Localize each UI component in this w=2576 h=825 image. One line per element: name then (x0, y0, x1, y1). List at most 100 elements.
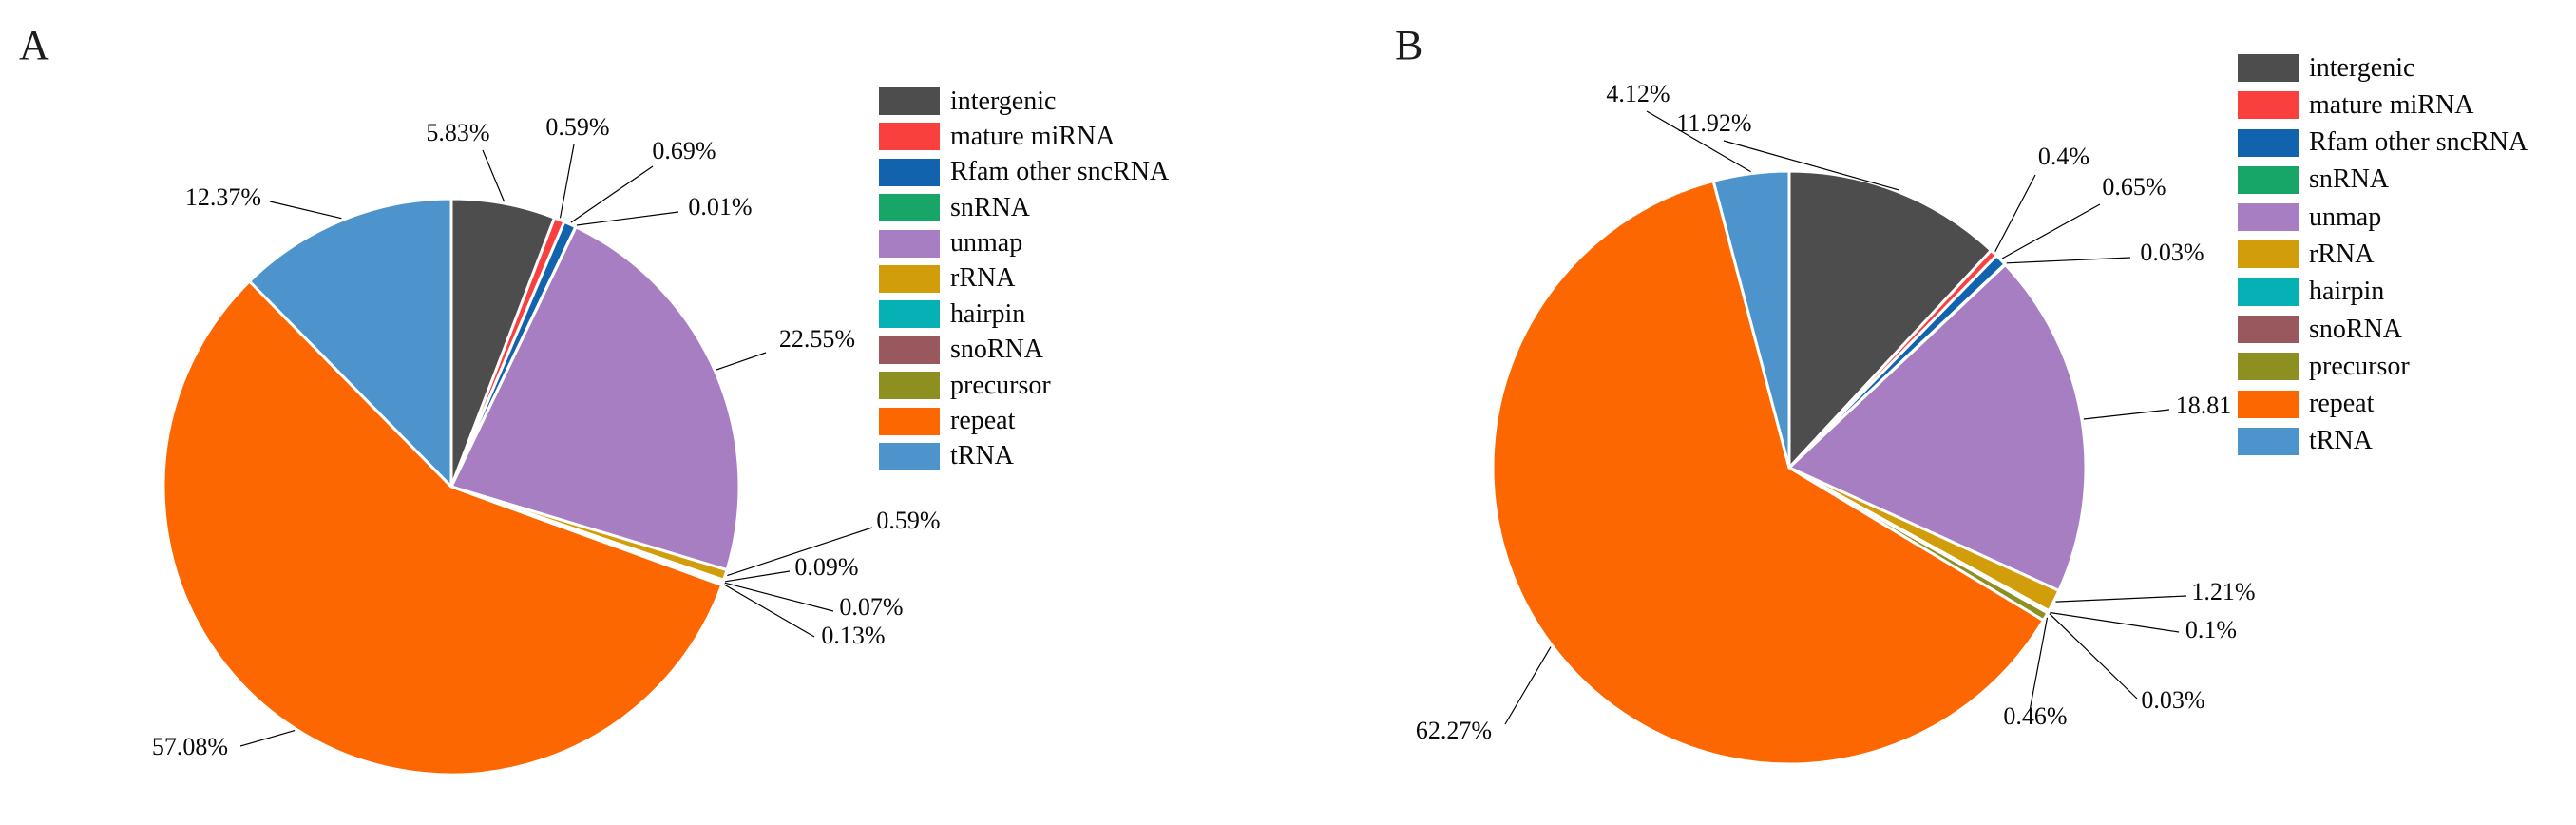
legend-label: repeat (2309, 389, 2375, 419)
pie-a-slice-unmap (449, 225, 741, 572)
legend-swatch-rfam-other-sncrna (879, 158, 940, 186)
legend-item-repeat: repeat (2238, 389, 2528, 419)
pie-b-value-label-snorna: 0.03% (2141, 686, 2204, 714)
pie-b-value-label-rrna: 1.21% (2191, 578, 2255, 605)
legend-item-snorna: snoRNA (2238, 314, 2528, 344)
legend-swatch-precursor (879, 372, 940, 400)
pie-a-leader-precursor (723, 584, 815, 638)
panel-label-a: A (19, 22, 49, 68)
pie-a-value-label-snrna: 0.01% (688, 193, 752, 221)
legend-label: hairpin (950, 298, 1026, 329)
pie-a-leader-snorna (724, 582, 834, 612)
legend-label: rRNA (950, 263, 1016, 294)
pie-b-leader-snorna (2049, 613, 2138, 700)
pie-b-value-label-mature-mirna: 0.4% (2038, 143, 2089, 170)
legend-item-trna: tRNA (879, 441, 1169, 471)
pie-a-value-label-snorna: 0.07% (839, 593, 903, 621)
legend-item-rrna: rRNA (2238, 239, 2528, 269)
legend-swatch-rrna (879, 264, 940, 293)
pie-b-slice-trna (1711, 169, 1791, 470)
legend-panel-a: intergenic mature miRNA Rfam other sncRNA s… (879, 87, 1169, 470)
pie-b-slice-unmap (1787, 262, 2088, 592)
pie-b-value-label-intergenic: 11.92% (1676, 109, 1751, 137)
pie-a-value-label-unmap: 22.55% (779, 325, 855, 353)
pie-a-leader-snrna (576, 211, 679, 226)
pie-b-leader-rfam-other-sncrna (2001, 203, 2101, 259)
pie-a-value-label-hairpin: 0.09% (794, 553, 858, 581)
legend-swatch-mature-mirna (2238, 91, 2299, 120)
legend-item-mature-mirna: mature miRNA (879, 121, 1169, 151)
legend-item-intergenic: intergenic (879, 87, 1169, 115)
pie-b-leader-trna (1646, 110, 1751, 173)
pie-b-slice-repeat (1491, 179, 2045, 766)
pie-b-value-label-repeat: 62.27% (1416, 717, 1492, 744)
legend-label: snoRNA (2309, 314, 2403, 344)
pie-a-value-label-intergenic: 5.83% (426, 119, 489, 146)
pie-b-slice-intergenic (1787, 169, 1993, 470)
pie-a-value-label-precursor: 0.13% (821, 622, 885, 649)
legend-label: tRNA (950, 441, 1014, 471)
pie-b-value-label-precursor: 0.46% (2003, 702, 2067, 730)
legend-label: Rfam other sncRNA (2309, 127, 2528, 158)
legend-swatch-trna (879, 442, 940, 470)
legend-swatch-intergenic (2238, 54, 2299, 82)
legend-swatch-rrna (2238, 240, 2299, 269)
pie-a-leader-rrna (727, 527, 873, 577)
legend-item-snorna: snoRNA (879, 336, 1169, 364)
legend-label: intergenic (2309, 52, 2415, 83)
legend-item-hairpin: hairpin (879, 298, 1169, 329)
legend-swatch-mature-mirna (879, 123, 940, 151)
legend-item-unmap: unmap (2238, 201, 2528, 232)
pie-b-value-label-trna: 4.12% (1606, 80, 1670, 107)
pie-a-value-label-trna: 12.37% (185, 183, 261, 211)
pie-a-leader-intergenic (482, 149, 506, 202)
panel-label-b: B (1395, 22, 1423, 68)
legend-label: repeat (950, 406, 1016, 436)
pie-b-leader-rrna (2055, 595, 2187, 603)
legend-swatch-snrna (879, 194, 940, 222)
legend-label: rRNA (2309, 239, 2375, 269)
pie-a-leader-repeat (239, 730, 296, 747)
legend-swatch-unmap (2238, 203, 2299, 232)
pie-a-value-label-repeat: 57.08% (152, 733, 228, 760)
pie-b-leader-precursor (2029, 617, 2049, 712)
pie-a-value-label-rrna: 0.59% (876, 507, 940, 534)
legend-swatch-snorna (879, 336, 940, 364)
legend-swatch-repeat (2238, 390, 2299, 418)
legend-item-intergenic: intergenic (2238, 54, 2528, 82)
legend-label: mature miRNA (2309, 89, 2474, 120)
legend-label: snRNA (2309, 164, 2390, 195)
pie-a-leader-mature-mirna (559, 144, 575, 219)
legend-swatch-snorna (2238, 316, 2299, 344)
legend-swatch-trna (2238, 427, 2299, 455)
pie-b-leader-snrna (2006, 257, 2131, 264)
pie-b-leader-repeat (1504, 646, 1552, 725)
pie-a-value-label-mature-mirna: 0.59% (545, 113, 609, 141)
pie-a-leader-unmap (716, 352, 767, 371)
pie-b-value-label-snrna: 0.03% (2140, 239, 2204, 266)
legend-label: hairpin (2309, 277, 2385, 307)
pie-a-slice-repeat (162, 279, 724, 777)
legend-swatch-unmap (879, 229, 940, 258)
legend-label: intergenic (950, 86, 1057, 116)
legend-panel-b: intergenic mature miRNA Rfam other sncRNA s… (2238, 54, 2528, 455)
legend-label: mature miRNA (950, 121, 1116, 151)
legend-item-repeat: repeat (879, 406, 1169, 436)
legend-label: Rfam other sncRNA (950, 157, 1170, 187)
pie-a-value-label-rfam-other-sncrna: 0.69% (652, 137, 716, 164)
pie-b-value-label-rfam-other-sncrna: 0.65% (2102, 173, 2166, 201)
legend-item-rfam-other-sncrna: Rfam other sncRNA (2238, 127, 2528, 158)
legend-label: tRNA (2309, 426, 2373, 456)
legend-label: unmap (950, 228, 1023, 259)
pie-a-slice-trna (248, 197, 453, 489)
pie-a-leader-hairpin (725, 570, 791, 583)
legend-item-rfam-other-sncrna: Rfam other sncRNA (879, 157, 1170, 187)
pie-b-value-label-unmap: 18.81 (2176, 392, 2232, 419)
legend-item-precursor: precursor (879, 370, 1169, 400)
legend-swatch-hairpin (879, 300, 940, 329)
legend-label: unmap (2309, 201, 2382, 232)
legend-item-mature-mirna: mature miRNA (2238, 89, 2528, 120)
legend-item-rrna: rRNA (879, 263, 1169, 294)
legend-label: precursor (950, 370, 1051, 400)
